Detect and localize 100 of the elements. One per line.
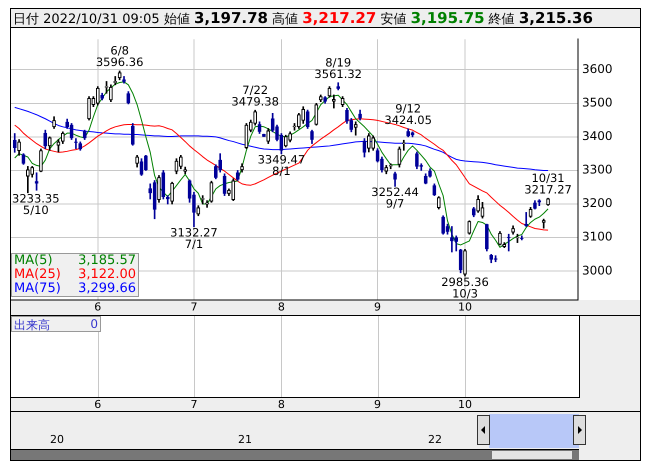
x-tick-label: 10	[458, 300, 472, 314]
text: MA(25)	[14, 267, 61, 282]
candlestick	[406, 128, 410, 138]
candlestick	[126, 91, 130, 104]
candlestick	[340, 96, 344, 107]
chart-title: 日付 2022/10/31 09:05	[13, 12, 160, 27]
candlestick	[34, 172, 38, 191]
candlestick	[485, 224, 489, 252]
annotation: 3,122.00	[78, 267, 136, 282]
candlestick	[205, 200, 209, 208]
candlestick	[210, 180, 214, 203]
candlestick	[480, 202, 484, 218]
candlestick	[135, 155, 139, 168]
text: 22	[428, 433, 442, 446]
candlestick	[524, 212, 528, 227]
candlestick	[157, 175, 161, 203]
annotation: 2985.36 10/3	[441, 274, 489, 300]
y-tick-label: 3400	[582, 129, 613, 143]
x-tick-label: 9	[374, 300, 382, 314]
x-tick-label: 6	[94, 300, 102, 314]
text: 20	[50, 433, 64, 446]
candlestick	[140, 158, 144, 176]
candlestick	[528, 207, 532, 218]
annotation: 3,185.57	[78, 253, 136, 268]
annotation: 3233.35 5/10	[12, 192, 60, 218]
x-tick-label: 8	[278, 300, 285, 314]
candlestick	[476, 195, 480, 213]
candlestick	[511, 225, 515, 235]
candlestick	[393, 172, 397, 187]
candlestick	[468, 220, 472, 235]
candlestick	[472, 207, 476, 218]
candlestick	[200, 195, 205, 204]
candlestick	[410, 132, 414, 138]
candlestick	[183, 166, 188, 174]
candlestick	[362, 138, 366, 158]
candlestick	[162, 170, 166, 200]
annotation: 9/12 3424.05	[384, 102, 432, 128]
candlestick	[284, 134, 288, 148]
candlestick	[494, 255, 498, 262]
candlestick	[301, 106, 306, 124]
candlestick	[52, 116, 56, 129]
candlestick	[22, 153, 26, 165]
annotation: 6/8 3596.36	[96, 44, 144, 70]
candlestick	[358, 110, 362, 120]
candlestick	[546, 198, 550, 206]
candlestick	[236, 170, 240, 181]
candlestick	[318, 94, 323, 102]
candlestick	[82, 130, 86, 140]
candlestick	[122, 76, 126, 84]
candlestick	[336, 82, 340, 90]
text: 高値 3,217.27	[272, 9, 376, 27]
candlestick	[152, 180, 156, 220]
text: 21	[238, 433, 252, 446]
candlestick	[258, 121, 262, 134]
candlestick	[384, 165, 388, 174]
y-tick-label: 3100	[582, 230, 613, 244]
candlestick	[458, 248, 462, 274]
candlestick	[26, 166, 30, 194]
candlestick	[70, 123, 74, 140]
category-label: 6	[94, 398, 102, 411]
annotation: 3252.44 9/7	[371, 185, 419, 211]
text: 終値 3,215.36	[488, 9, 593, 27]
candlestick	[144, 155, 148, 171]
candlestick	[222, 173, 226, 196]
text: MA(75)	[14, 281, 61, 296]
text: 始値 3,197.78	[164, 9, 268, 27]
candlestick	[48, 136, 52, 151]
candlestick	[214, 164, 218, 180]
category-label: 7	[190, 398, 198, 411]
text: 出来高 0	[14, 317, 98, 332]
candlestick	[454, 236, 458, 252]
candlestick	[174, 158, 178, 174]
candlestick	[463, 248, 467, 276]
category-label: 9	[374, 398, 382, 411]
annotation: 10/31 3217.27	[524, 170, 572, 196]
y-tick-label: 3600	[582, 62, 613, 76]
candlestick	[450, 226, 454, 252]
y-tick-label: 3000	[582, 263, 613, 278]
candlestick	[87, 96, 91, 120]
annotation: 8/19 3561.32	[314, 55, 362, 81]
candlestick	[240, 163, 244, 172]
annotation: 3132.27 7/1	[170, 225, 218, 251]
y-tick-label: 3300	[582, 162, 613, 177]
category-label: 8	[278, 398, 285, 411]
category-label: 10	[458, 398, 472, 411]
candlestick	[266, 128, 270, 144]
candlestick	[196, 205, 200, 216]
candlestick	[288, 132, 292, 142]
candlestick	[244, 123, 248, 149]
candlestick	[109, 84, 113, 102]
x-tick-label: 7	[190, 300, 198, 314]
candlestick	[43, 130, 48, 149]
y-tick-label: 3200	[582, 196, 613, 210]
candlestick	[328, 86, 332, 98]
y-tick-label: 3500	[582, 95, 613, 110]
candlestick	[314, 102, 318, 126]
candlestick	[516, 234, 520, 243]
annotation: 3,299.66	[78, 281, 136, 296]
annotation: 7/22 3479.38	[231, 82, 279, 108]
candlestick	[39, 148, 43, 172]
